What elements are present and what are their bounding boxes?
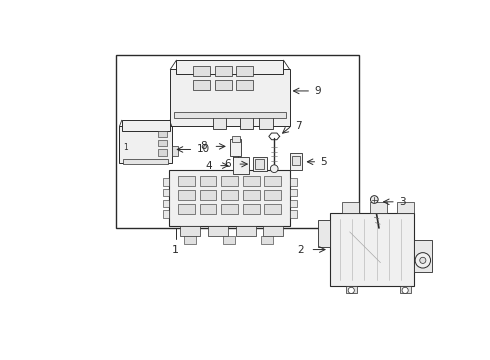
Bar	[400, 286, 411, 293]
Bar	[397, 202, 415, 213]
Bar	[291, 199, 296, 207]
Bar	[291, 178, 296, 186]
Bar	[178, 176, 195, 186]
Bar	[213, 116, 226, 129]
Bar	[199, 176, 217, 186]
Bar	[215, 80, 232, 90]
Bar	[172, 145, 178, 156]
Bar	[255, 159, 264, 169]
Bar	[230, 139, 241, 156]
Bar	[243, 204, 260, 214]
Bar	[243, 190, 260, 200]
Circle shape	[348, 287, 354, 293]
Bar	[414, 239, 432, 272]
Bar	[163, 178, 169, 186]
Bar	[291, 189, 296, 197]
Bar	[222, 237, 235, 244]
Text: 8: 8	[200, 141, 207, 151]
Bar	[330, 213, 414, 286]
Text: 2: 2	[297, 244, 304, 255]
Bar	[342, 202, 359, 213]
Bar	[158, 140, 167, 147]
Bar	[291, 210, 296, 218]
Text: 1: 1	[123, 143, 128, 152]
Circle shape	[420, 257, 426, 264]
Bar	[290, 153, 302, 170]
Bar	[370, 202, 387, 213]
Bar	[199, 190, 217, 200]
Bar	[122, 120, 170, 131]
Bar	[176, 60, 283, 74]
Bar	[259, 116, 273, 129]
Bar	[236, 226, 256, 237]
Bar	[264, 176, 281, 186]
Text: 6: 6	[224, 159, 231, 169]
Bar	[237, 66, 253, 76]
Bar	[158, 131, 167, 137]
Text: 5: 5	[320, 157, 327, 167]
Circle shape	[370, 195, 378, 203]
Text: 1: 1	[172, 245, 179, 255]
Circle shape	[402, 287, 408, 293]
Bar	[261, 237, 273, 244]
Bar	[264, 226, 283, 237]
Bar	[221, 176, 238, 186]
Bar	[171, 69, 290, 126]
Bar	[264, 190, 281, 200]
Bar	[346, 286, 357, 293]
Bar	[208, 226, 228, 237]
Bar	[174, 112, 286, 118]
Bar	[194, 80, 210, 90]
Bar	[240, 116, 253, 129]
Bar	[163, 189, 169, 197]
Bar	[163, 210, 169, 218]
Bar	[120, 126, 172, 163]
Bar	[318, 220, 330, 247]
Bar	[215, 66, 232, 76]
Bar	[243, 176, 260, 186]
Bar	[178, 204, 195, 214]
Text: 10: 10	[196, 144, 210, 154]
Bar	[237, 80, 253, 90]
Text: 4: 4	[205, 161, 212, 171]
Bar	[117, 55, 359, 228]
Bar	[221, 204, 238, 214]
Bar	[180, 226, 200, 237]
Bar	[199, 204, 217, 214]
Bar	[123, 159, 168, 164]
Text: 9: 9	[314, 86, 321, 96]
Bar	[253, 157, 267, 171]
Text: 3: 3	[399, 197, 406, 207]
Bar	[178, 190, 195, 200]
Bar	[184, 237, 196, 244]
Bar	[221, 190, 238, 200]
Text: 7: 7	[295, 121, 302, 131]
Bar	[232, 136, 240, 142]
Bar	[194, 66, 210, 76]
Bar	[292, 156, 300, 165]
Bar	[169, 170, 291, 226]
Bar	[163, 199, 169, 207]
Circle shape	[415, 253, 431, 268]
Circle shape	[270, 165, 278, 172]
Bar	[233, 157, 249, 174]
Bar	[158, 149, 167, 156]
Bar	[264, 204, 281, 214]
